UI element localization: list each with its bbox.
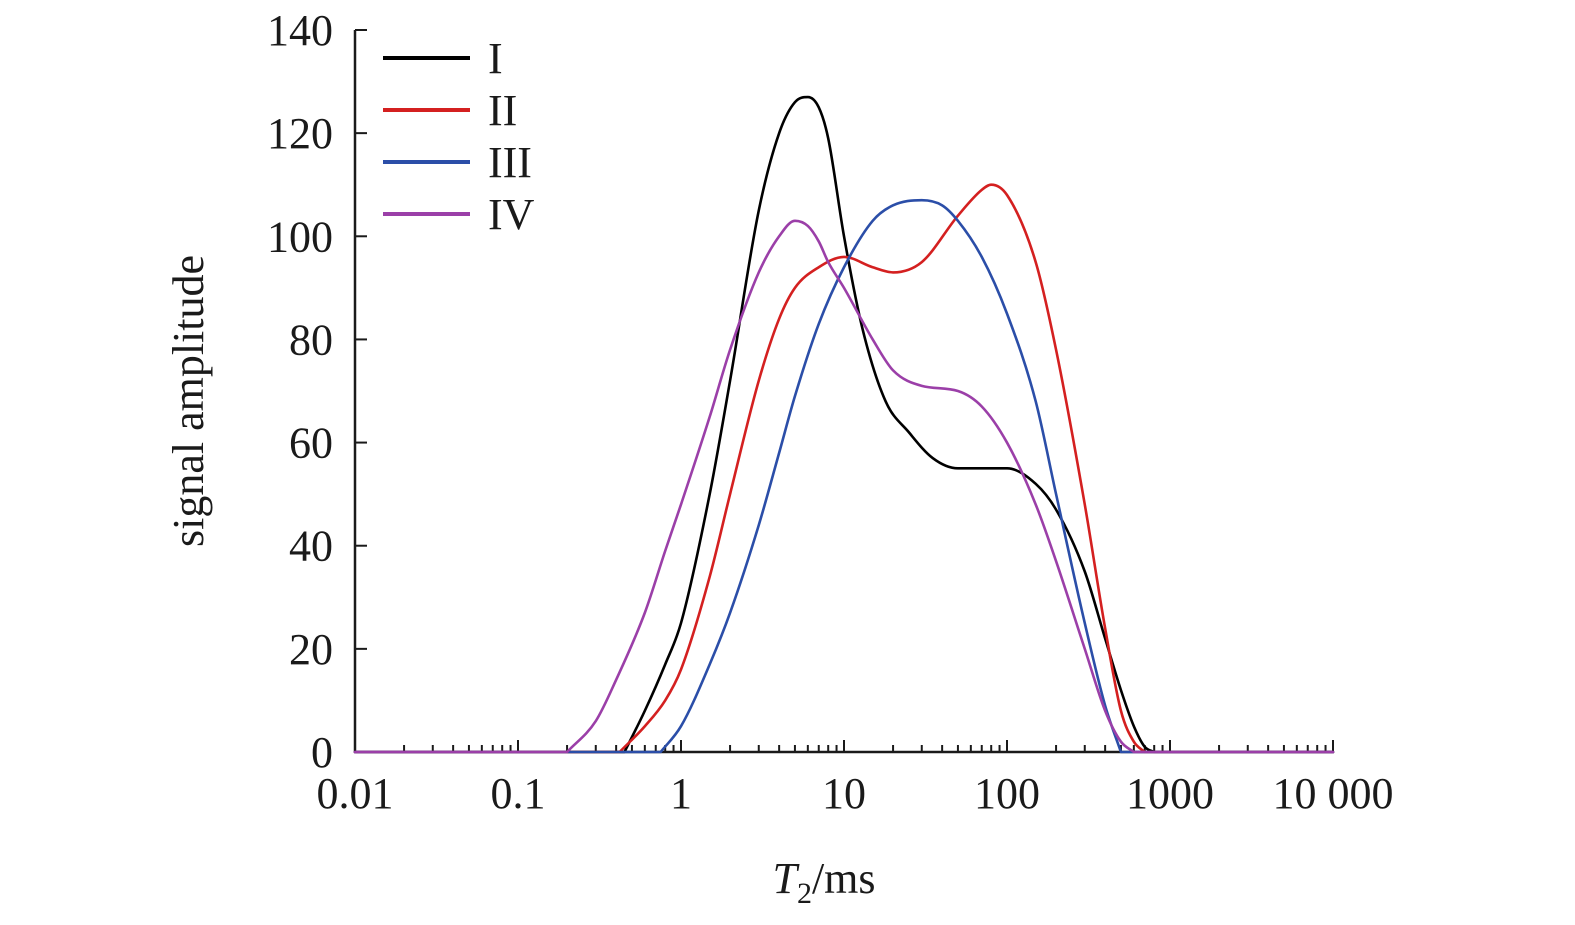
y-tick-label: 40: [289, 522, 333, 571]
y-tick-label: 20: [289, 625, 333, 674]
series-line-ii: [353, 183, 1335, 754]
y-tick-label: 60: [289, 419, 333, 468]
y-tick-label: 100: [267, 212, 333, 261]
legend-label-iii: III: [488, 138, 532, 187]
y-tick-label: 140: [267, 6, 333, 55]
x-tick-label: 10 000: [1273, 769, 1394, 818]
x-tick-label: 1000: [1126, 769, 1214, 818]
y-axis-title: signal amplitude: [164, 255, 213, 547]
series-lines: [353, 95, 1335, 754]
legend-label-iv: IV: [488, 190, 535, 239]
x-axis-title: T2/ms: [772, 854, 875, 910]
legend-label-i: I: [488, 34, 503, 83]
x-axis-title-symbol: T: [772, 854, 800, 903]
series-line-iii: [353, 198, 1335, 754]
x-axis-title-unit: /ms: [812, 854, 876, 903]
x-tick-label: 100: [974, 769, 1040, 818]
x-axis-title-subscript: 2: [797, 877, 812, 910]
series-line-iv: [353, 219, 1335, 754]
x-tick-label: 10: [822, 769, 866, 818]
y-tick-label: 120: [267, 109, 333, 158]
x-tick-label: 0.01: [317, 769, 394, 818]
y-tick-label: 80: [289, 315, 333, 364]
legend-label-ii: II: [488, 86, 517, 135]
x-tick-label: 0.1: [491, 769, 546, 818]
ticks: 0 20 40 60 80 100 120 140 0.01 0.1 1 10 100 1000 10 00…: [267, 6, 1394, 818]
x-tick-label: 1: [670, 769, 692, 818]
y-tick-label: 0: [311, 728, 333, 777]
